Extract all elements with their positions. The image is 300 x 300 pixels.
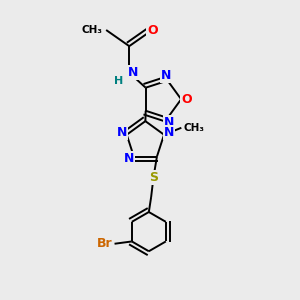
Text: N: N [128, 66, 138, 79]
Text: CH₃: CH₃ [82, 25, 103, 35]
Text: CH₃: CH₃ [183, 123, 204, 133]
Text: H: H [114, 76, 124, 86]
Text: O: O [147, 23, 158, 37]
Text: N: N [161, 69, 172, 82]
Text: N: N [124, 152, 134, 165]
Text: N: N [164, 116, 174, 130]
Text: N: N [116, 126, 127, 139]
Text: O: O [181, 93, 191, 106]
Text: S: S [149, 171, 158, 184]
Text: N: N [164, 126, 174, 139]
Text: Br: Br [97, 237, 112, 250]
